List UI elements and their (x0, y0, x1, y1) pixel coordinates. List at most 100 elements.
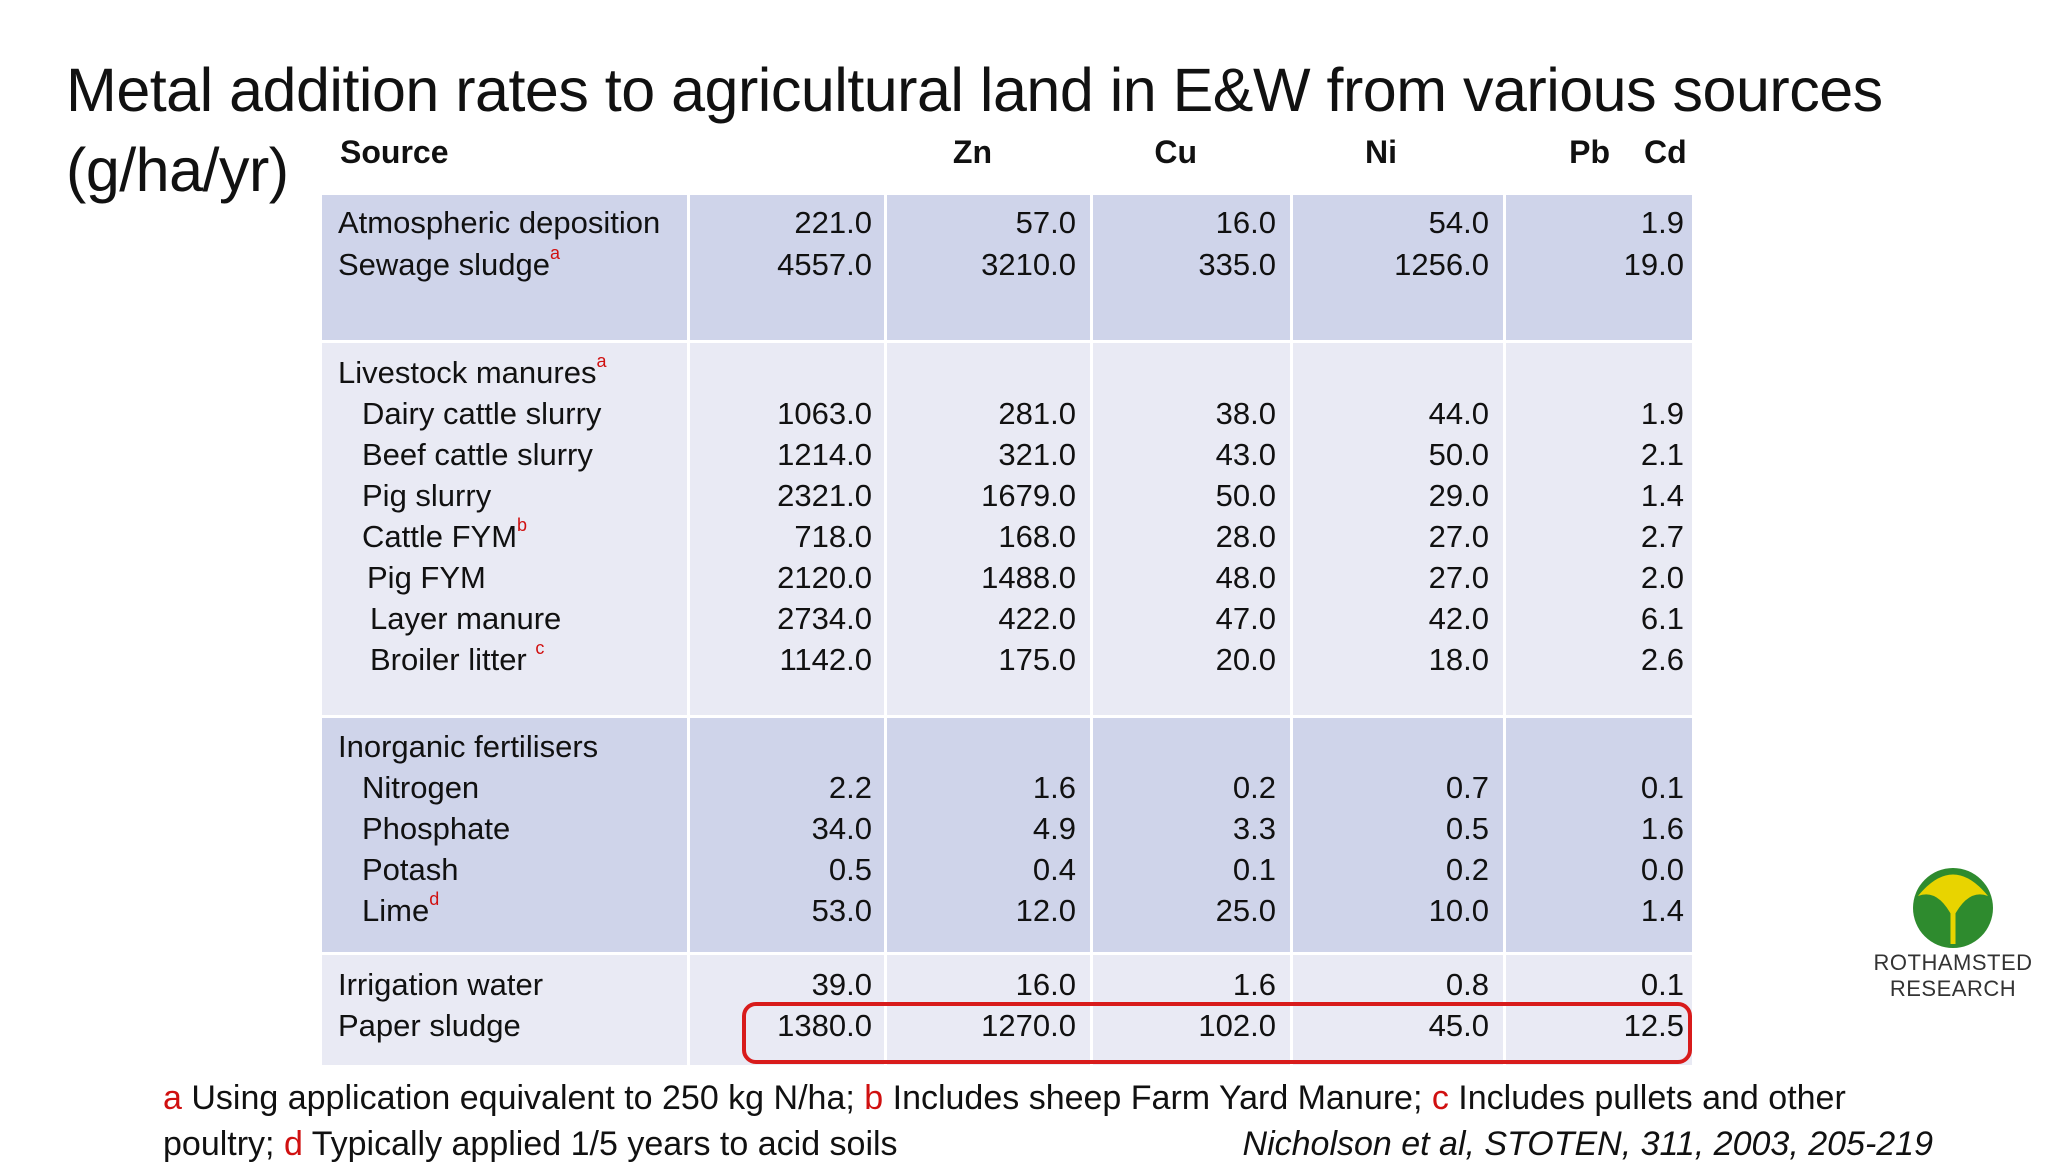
row-label: Limed (362, 889, 440, 928)
cell-pb: 0.8 (1445, 967, 1489, 1002)
cell-cd: 12.5 (1623, 1008, 1684, 1043)
header-cu: Cu (1154, 134, 1197, 170)
cell-cd: 2.0 (1640, 560, 1684, 595)
metal-table: Atmospheric deposition 221.0 57.0 16.0 5… (322, 195, 1692, 1065)
cell-zn: 53.0 (811, 893, 872, 928)
header-source: Source (340, 134, 449, 170)
table-row: Dairy cattle slurry 1063.0 281.0 38.0 44… (322, 394, 1692, 434)
table-row: Beef cattle slurry 1214.0 321.0 43.0 50.… (322, 435, 1692, 475)
row-label: Nitrogen (362, 770, 480, 805)
cell-zn: 718.0 (794, 519, 872, 554)
cell-ni: 43.0 (1215, 437, 1276, 472)
cell-cu: 175.0 (998, 642, 1076, 677)
logo-line-1: ROTHAMSTED (1873, 950, 2033, 975)
cell-zn: 4557.0 (777, 247, 872, 282)
cell-ni: 50.0 (1215, 478, 1276, 513)
footnotes: a Using application equivalent to 250 kg… (163, 1075, 1933, 1167)
band-group-1 (322, 195, 1692, 340)
cell-cu: 321.0 (998, 437, 1076, 472)
paper-sludge-highlight-box (742, 1002, 1692, 1064)
row-label: Paper sludge (338, 1008, 521, 1043)
cell-zn: 2734.0 (777, 601, 872, 636)
cell-cd: 1.6 (1640, 811, 1684, 846)
table-row: Broiler litter c 1142.0 175.0 20.0 18.0 … (322, 638, 1692, 680)
cell-cd: 2.7 (1640, 519, 1684, 554)
table-row: Sewage sludgea 4557.0 3210.0 335.0 1256.… (322, 243, 1692, 285)
cell-cu: 0.4 (1032, 852, 1076, 887)
table-row: Layer manure 2734.0 422.0 47.0 42.0 6.1 (322, 599, 1692, 639)
cell-pb: 0.2 (1445, 852, 1489, 887)
table-row: Inorganic fertilisers (322, 727, 1692, 767)
header-pb: Pb (1569, 134, 1610, 170)
slide-title: Metal addition rates to agricultural lan… (66, 50, 1966, 210)
row-label: Sewage sludgea (338, 243, 561, 282)
cell-zn: 39.0 (811, 967, 872, 1002)
table-row: Atmospheric deposition 221.0 57.0 16.0 5… (322, 203, 1692, 243)
row-label: Potash (362, 852, 459, 887)
title-line-1: Metal addition rates to agricultural lan… (66, 56, 1883, 124)
cell-cu: 1270.0 (981, 1008, 1076, 1043)
cell-pb: 54.0 (1428, 205, 1489, 240)
row-label: Atmospheric deposition (338, 205, 661, 240)
cell-cd: 0.1 (1640, 967, 1684, 1002)
table-row: Phosphate 34.0 4.9 3.3 0.5 1.6 (322, 809, 1692, 849)
cell-cu: 281.0 (998, 396, 1076, 431)
title-line-2: (g/ha/yr) (66, 136, 289, 204)
rothamsted-logo-text: ROTHAMSTED RESEARCH (1868, 950, 2038, 1002)
band-group-4 (322, 955, 1692, 1065)
table-header: Source Zn Cu Ni Pb Cd (322, 128, 1692, 176)
cell-cu: 4.9 (1032, 811, 1076, 846)
band-group-3 (322, 718, 1692, 952)
cell-pb: 27.0 (1428, 519, 1489, 554)
cell-ni: 48.0 (1215, 560, 1276, 595)
cell-cu: 57.0 (1015, 205, 1076, 240)
row-label: Broiler litter c (370, 638, 545, 677)
cell-pb: 1256.0 (1394, 247, 1489, 282)
table-row: Pig slurry 2321.0 1679.0 50.0 29.0 1.4 (322, 476, 1692, 516)
row-label: Livestock manuresa (338, 351, 607, 390)
cell-cu: 1.6 (1032, 770, 1076, 805)
row-label: Dairy cattle slurry (362, 396, 602, 431)
cell-ni: 1.6 (1232, 967, 1276, 1002)
table-row: Cattle FYMb 718.0 168.0 28.0 27.0 2.7 (322, 515, 1692, 557)
cell-cu: 3210.0 (981, 247, 1076, 282)
cell-zn: 1063.0 (777, 396, 872, 431)
table-row: Potash 0.5 0.4 0.1 0.2 0.0 (322, 850, 1692, 890)
row-label: Irrigation water (338, 967, 544, 1002)
column-divider (1090, 195, 1093, 1065)
table-row: Pig FYM 2120.0 1488.0 48.0 27.0 2.0 (322, 558, 1692, 598)
cell-zn: 2120.0 (777, 560, 872, 595)
table-row: Livestock manuresa (322, 351, 1692, 393)
cell-cd: 2.1 (1640, 437, 1684, 472)
cell-cd: 1.4 (1640, 893, 1684, 928)
table-row: Paper sludge 1380.0 1270.0 102.0 45.0 12… (322, 1006, 1692, 1046)
row-label: Phosphate (362, 811, 511, 846)
cell-cd: 1.9 (1640, 205, 1684, 240)
cell-pb: 45.0 (1428, 1008, 1489, 1043)
row-label: Pig FYM (367, 560, 486, 595)
row-label: Pig slurry (362, 478, 492, 513)
cell-ni: 3.3 (1232, 811, 1276, 846)
citation: Nicholson et al, STOTEN, 311, 2003, 205-… (1242, 1125, 1933, 1163)
cell-cd: 0.1 (1640, 770, 1684, 805)
cell-zn: 2321.0 (777, 478, 872, 513)
header-zn: Zn (952, 134, 992, 170)
cell-ni: 335.0 (1198, 247, 1276, 282)
cell-cd: 1.9 (1640, 396, 1684, 431)
cell-cd: 2.6 (1640, 642, 1684, 677)
table-row: Irrigation water 39.0 16.0 1.6 0.8 0.1 (322, 965, 1692, 1005)
cell-pb: 0.7 (1445, 770, 1489, 805)
header-cd: Cd (1644, 134, 1687, 170)
column-divider (687, 195, 690, 1065)
logo-line-2: RESEARCH (1889, 976, 2017, 1001)
band-group-2 (322, 343, 1692, 715)
row-label: Beef cattle slurry (362, 437, 593, 472)
column-divider (1503, 195, 1506, 1065)
cell-cu: 16.0 (1015, 967, 1076, 1002)
table-row: Limed 53.0 12.0 25.0 10.0 1.4 (322, 889, 1692, 931)
cell-pb: 27.0 (1428, 560, 1489, 595)
cell-cd: 6.1 (1640, 601, 1684, 636)
cell-zn: 1142.0 (779, 642, 872, 677)
table-row: Nitrogen 2.2 1.6 0.2 0.7 0.1 (322, 768, 1692, 808)
cell-ni: 0.2 (1232, 770, 1276, 805)
